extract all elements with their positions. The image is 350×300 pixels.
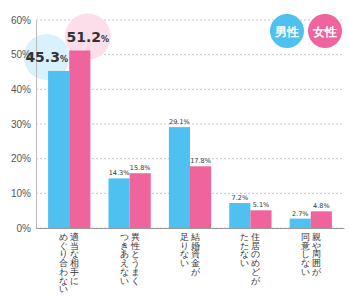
y-tick: 60%	[11, 15, 36, 26]
y-tick-label: 30%	[11, 119, 31, 130]
legend-swatch	[270, 14, 304, 48]
y-tick: 0%	[17, 223, 36, 234]
y-tick: 30%	[11, 119, 36, 130]
bar	[311, 211, 332, 228]
data-label: 14.3%	[109, 169, 130, 177]
y-tick-label: 0%	[17, 223, 32, 234]
y-tick: 40%	[11, 84, 36, 95]
data-label: 4.8%	[313, 202, 330, 210]
x-tick-label: 結婚資金が足りない	[180, 232, 201, 277]
data-label: 29.1%	[169, 118, 190, 126]
data-label: 45.3%	[25, 49, 68, 65]
bar	[108, 178, 129, 228]
x-axis: 適当な相手にめぐり合わない 異性とうまくつきあえない 結婚資金が足りない 住居のめどが…	[37, 228, 345, 294]
bar	[290, 219, 311, 228]
legend-label: 女性	[312, 25, 337, 39]
y-tick-label: 60%	[11, 15, 31, 26]
bars	[48, 51, 332, 228]
bar	[130, 173, 151, 228]
bar	[169, 127, 190, 228]
x-tick-label: 親や周囲が同意しない	[300, 232, 322, 277]
bar	[48, 71, 69, 228]
data-label: 17.8%	[190, 157, 211, 165]
x-tick: 適当な相手にめぐり合わない	[59, 228, 79, 294]
x-tick-label: 適当な相手にめぐり合わない	[59, 232, 79, 294]
data-label: 5.1%	[253, 201, 270, 209]
x-axis-line	[37, 228, 345, 229]
grid	[36, 20, 344, 228]
x-tick: 住居のめどがたたない	[240, 228, 261, 286]
legend-item: 女性	[308, 14, 342, 48]
y-tick: 10%	[11, 188, 36, 199]
plot: 0%10%20%30%40%50%60%適当な相手にめぐり合わない異性とうまくつ…	[11, 14, 345, 295]
bar-series	[69, 51, 332, 228]
y-axis: 0%10%20%30%40%50%60%	[11, 15, 37, 234]
x-tick-label: 異性とうまくつきあえない	[120, 232, 140, 286]
data-labels: 45.3% 14.3% 29.1% 7.2% 2.7% 51.2% 15.8% 17.8% 5.…	[25, 29, 329, 218]
y-tick-label: 20%	[11, 153, 31, 164]
bar	[250, 210, 271, 228]
legend-label: 男性	[274, 25, 299, 39]
y-tick: 20%	[11, 153, 36, 164]
bar	[69, 51, 90, 228]
data-label: 15.8%	[130, 164, 151, 172]
y-tick-label: 10%	[11, 188, 31, 199]
x-tick: 親や周囲が同意しない	[300, 228, 322, 277]
bar	[229, 203, 250, 228]
chart: 0%10%20%30%40%50%60%適当な相手にめぐり合わない異性とうまくつ…	[0, 0, 350, 300]
legend-item: 男性	[270, 14, 304, 48]
y-tick-label: 40%	[11, 84, 31, 95]
data-label: 51.2%	[67, 29, 110, 45]
x-tick-label: 住居のめどがたたない	[240, 232, 261, 286]
x-tick: 結婚資金が足りない	[180, 228, 201, 277]
legend: 男性女性	[270, 14, 342, 48]
bar	[190, 166, 211, 228]
data-label: 7.2%	[232, 194, 249, 202]
data-label: 2.7%	[292, 210, 309, 218]
legend-swatch	[308, 14, 342, 48]
x-tick: 異性とうまくつきあえない	[120, 228, 140, 286]
